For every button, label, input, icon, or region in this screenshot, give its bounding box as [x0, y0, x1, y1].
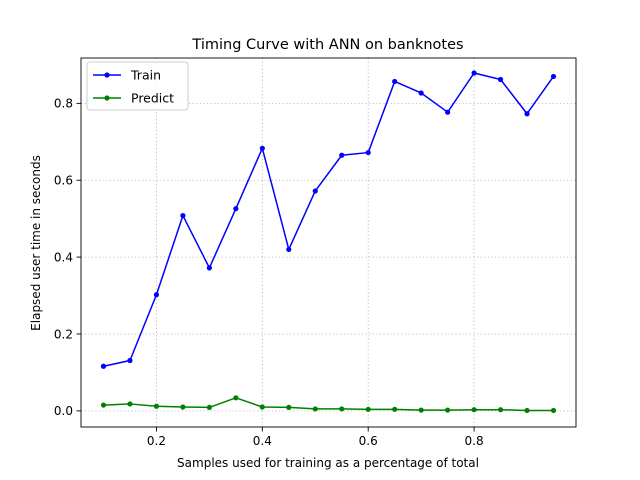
data-point-predict	[286, 404, 292, 410]
x-tick-label: 0.6	[359, 434, 378, 448]
x-tick-label: 0.2	[147, 434, 166, 448]
data-point-predict	[206, 404, 212, 410]
data-point-predict	[100, 402, 107, 408]
data-point-train	[445, 109, 451, 115]
data-point-train	[233, 206, 239, 212]
data-point-train	[127, 357, 133, 364]
axis-ticks: 0.2 0.4 0.6 0.8 0.0 0.2 0.4 0.6 0.8	[54, 97, 484, 448]
legend-marker-predict	[104, 95, 110, 101]
data-point-predict	[312, 406, 318, 412]
data-point-train	[550, 73, 557, 80]
y-tick-label: 0.0	[54, 404, 73, 418]
data-point-train	[153, 292, 160, 298]
series-predict	[100, 395, 557, 414]
data-point-predict	[153, 403, 160, 409]
data-point-predict	[127, 401, 133, 407]
data-point-predict	[259, 404, 265, 410]
legend-label-train: Train	[130, 68, 161, 83]
data-point-predict	[180, 404, 186, 410]
legend-entry-train: Train	[93, 68, 161, 83]
x-axis-label: Samples used for training as a percentag…	[177, 456, 479, 470]
data-point-train	[339, 152, 345, 158]
data-point-predict	[524, 407, 530, 414]
data-point-predict	[339, 406, 345, 412]
chart-title: Timing Curve with ANN on banknotes	[191, 37, 463, 53]
data-point-predict	[418, 407, 424, 413]
legend-marker-train	[104, 72, 110, 78]
y-tick-label: 0.6	[54, 174, 73, 188]
series-line-predict	[103, 397, 554, 412]
y-tick-label: 0.4	[54, 250, 73, 264]
data-point-predict	[471, 407, 477, 413]
y-tick-label: 0.2	[54, 327, 73, 341]
data-point-train	[206, 265, 212, 271]
data-point-train	[524, 111, 530, 117]
series-train	[100, 70, 557, 369]
legend-label-predict: Predict	[131, 91, 174, 106]
data-point-train	[100, 363, 107, 369]
data-point-train	[471, 70, 477, 76]
data-point-train	[312, 188, 318, 194]
grid-lines	[81, 58, 576, 427]
plot-area-frame	[80, 57, 577, 428]
data-point-predict	[392, 406, 398, 412]
data-point-train	[497, 76, 504, 83]
data-point-train	[392, 78, 398, 85]
series-line-train	[103, 72, 555, 368]
x-tick-label: 0.8	[465, 434, 484, 448]
data-point-predict	[550, 407, 557, 414]
data-point-train	[418, 90, 424, 96]
data-point-predict	[365, 406, 371, 412]
y-tick-label: 0.8	[54, 97, 73, 111]
x-tick-label: 0.4	[253, 434, 272, 448]
legend-entry-predict: Predict	[93, 91, 174, 106]
data-point-predict	[497, 407, 504, 413]
data-point-predict	[233, 395, 239, 401]
data-point-train	[365, 149, 371, 156]
series-layer	[100, 70, 557, 414]
data-point-train	[259, 145, 265, 151]
y-axis-label: Elapsed user time in seconds	[29, 155, 43, 331]
legend: Train Predict	[86, 61, 189, 111]
data-point-train	[180, 212, 186, 219]
data-point-predict	[445, 407, 451, 413]
data-point-train	[286, 246, 292, 253]
